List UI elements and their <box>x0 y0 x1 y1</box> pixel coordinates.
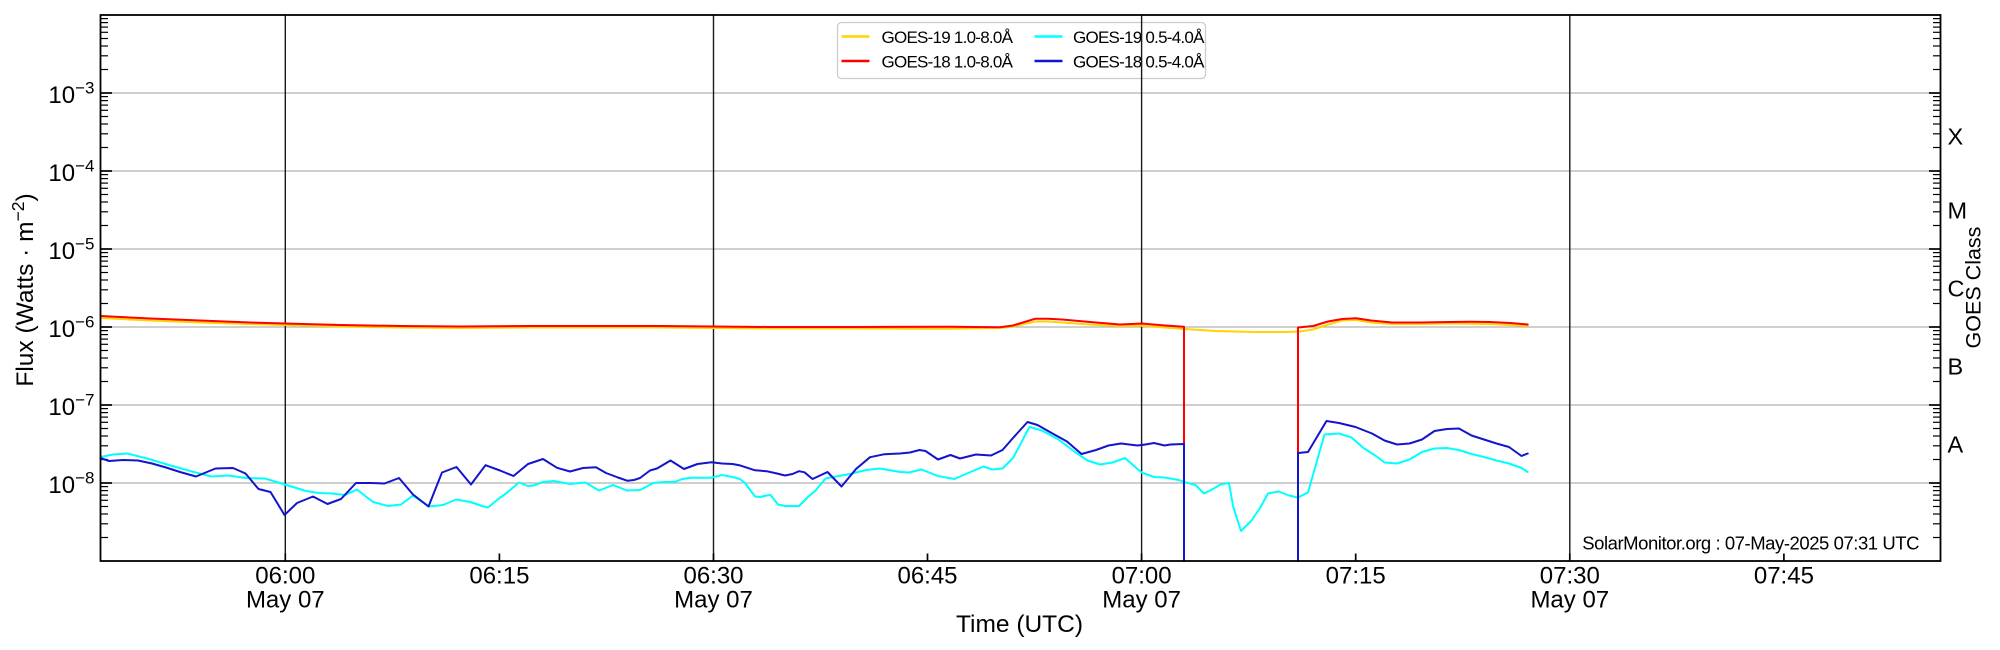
svg-text:GOES-19 0.5-4.0Å: GOES-19 0.5-4.0Å <box>1073 28 1205 47</box>
svg-text:06:00: 06:00 <box>255 563 315 590</box>
svg-text:10−4: 10−4 <box>48 157 94 188</box>
svg-text:X: X <box>1948 124 1964 150</box>
svg-text:M: M <box>1948 198 1968 224</box>
svg-text:07:30: 07:30 <box>1540 563 1600 590</box>
svg-text:07:45: 07:45 <box>1754 563 1814 590</box>
svg-text:GOES-19 1.0-8.0Å: GOES-19 1.0-8.0Å <box>882 28 1014 47</box>
svg-text:GOES Class: GOES Class <box>1962 227 1986 349</box>
svg-text:GOES-18 1.0-8.0Å: GOES-18 1.0-8.0Å <box>882 53 1014 72</box>
svg-text:07:15: 07:15 <box>1326 563 1386 590</box>
svg-text:A: A <box>1948 432 1964 458</box>
svg-text:May 07: May 07 <box>246 587 325 614</box>
svg-text:06:45: 06:45 <box>897 563 957 590</box>
svg-text:10−5: 10−5 <box>48 235 94 266</box>
svg-text:C: C <box>1948 276 1965 302</box>
svg-text:May 07: May 07 <box>674 587 753 614</box>
svg-text:07:00: 07:00 <box>1112 563 1172 590</box>
svg-text:GOES-18 0.5-4.0Å: GOES-18 0.5-4.0Å <box>1073 53 1205 72</box>
svg-text:Flux (Watts · m−2): Flux (Watts · m−2) <box>8 193 39 386</box>
svg-text:10−7: 10−7 <box>48 391 94 422</box>
svg-text:SolarMonitor.org : 07-May-2025: SolarMonitor.org : 07-May-2025 07:31 UTC <box>1582 533 1919 554</box>
svg-text:06:30: 06:30 <box>683 563 743 590</box>
svg-text:10−8: 10−8 <box>48 469 94 500</box>
svg-text:06:15: 06:15 <box>469 563 529 590</box>
svg-text:B: B <box>1948 354 1964 380</box>
svg-text:Time (UTC): Time (UTC) <box>956 611 1083 638</box>
svg-text:May 07: May 07 <box>1530 587 1609 614</box>
svg-text:10−6: 10−6 <box>48 313 94 344</box>
svg-text:May 07: May 07 <box>1102 587 1181 614</box>
svg-text:10−3: 10−3 <box>48 79 94 110</box>
